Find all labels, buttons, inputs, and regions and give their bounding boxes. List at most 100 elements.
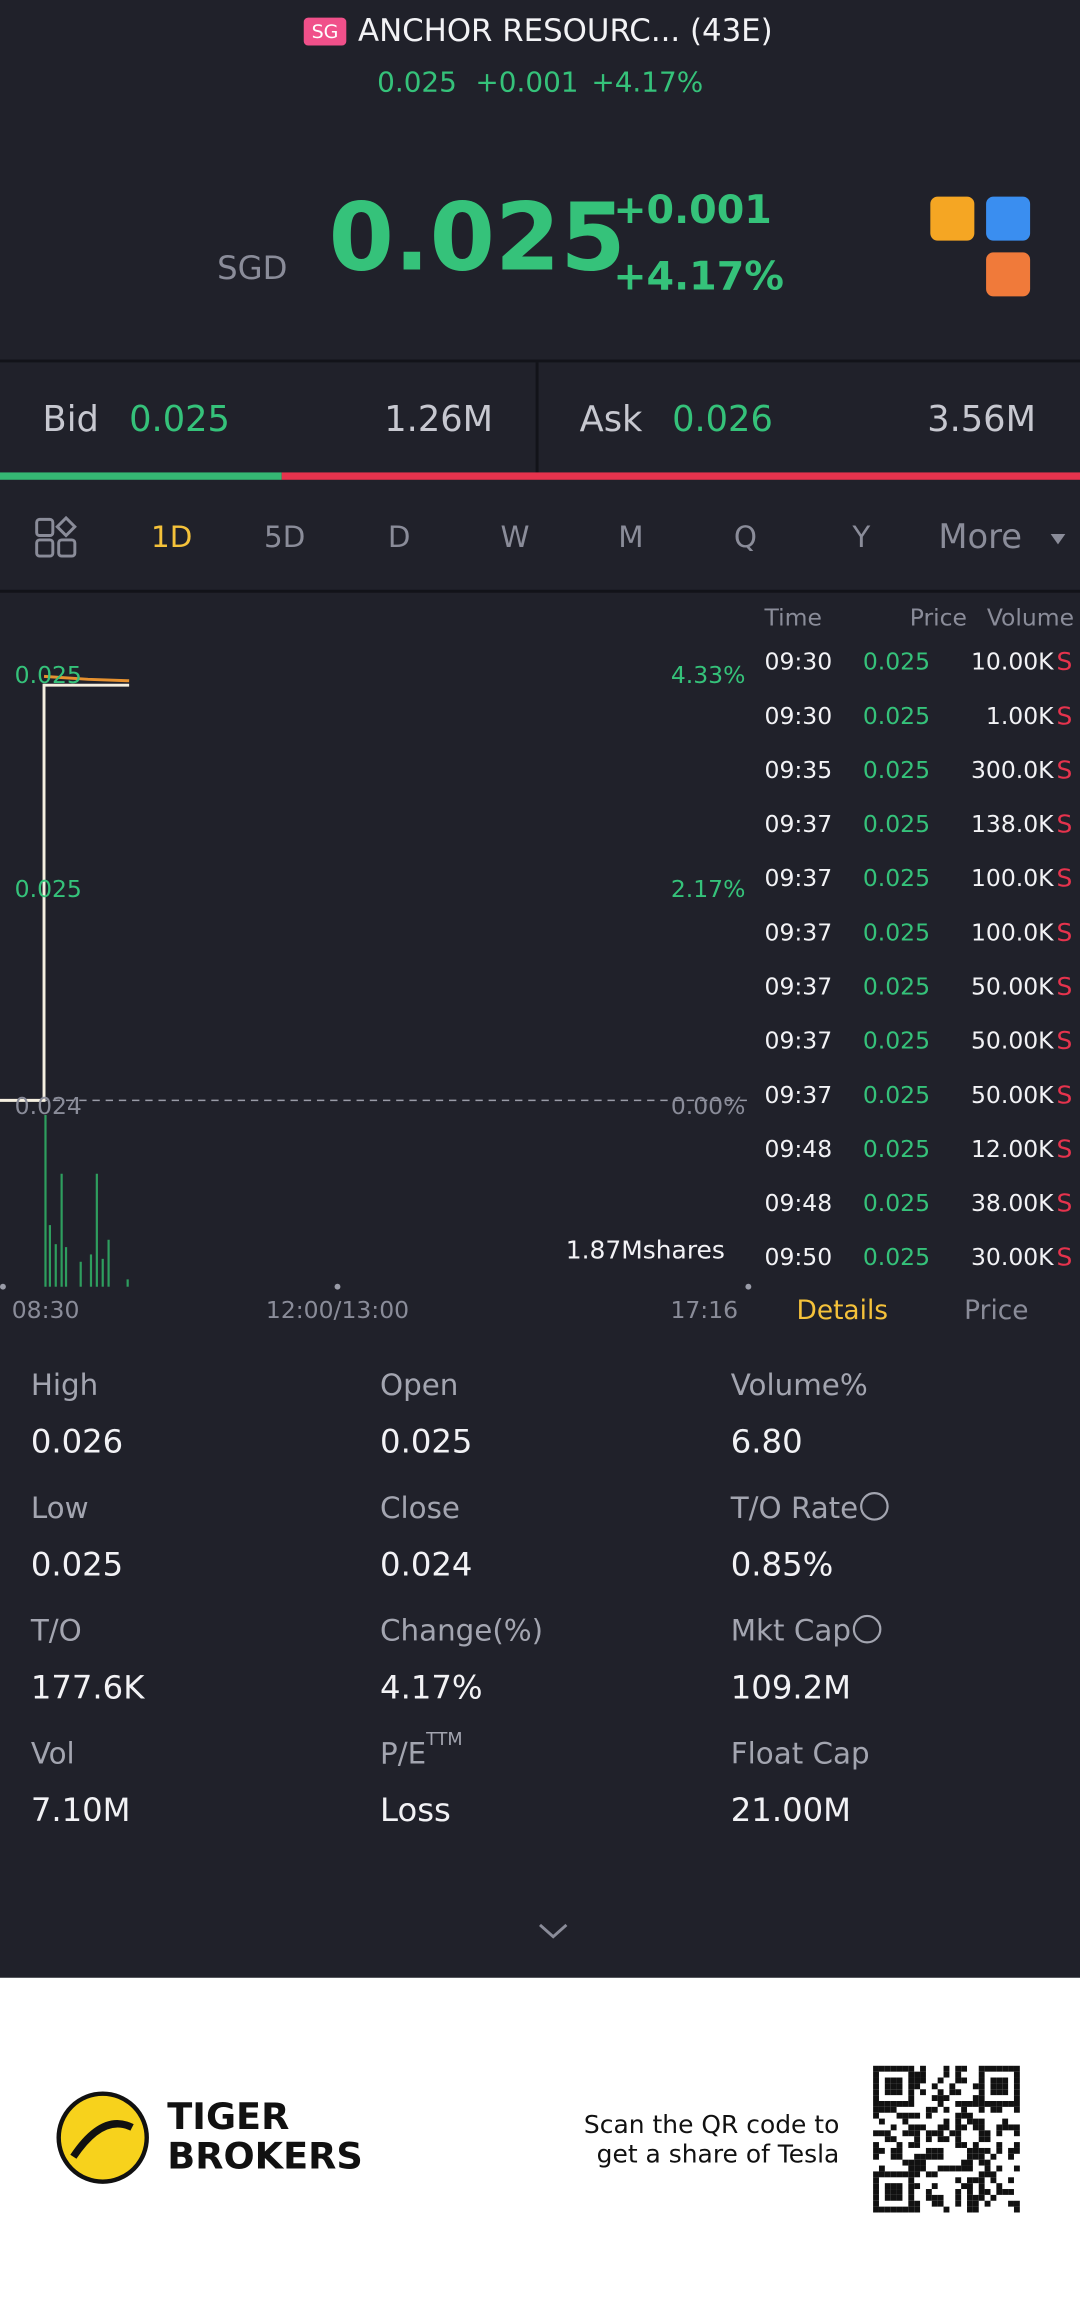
expand-arrow[interactable] (539, 1923, 568, 1939)
qr-module (984, 2065, 991, 2072)
qr-module (961, 2100, 968, 2107)
qr-module (890, 2089, 897, 2096)
trade-volume: 10.00K (971, 648, 1054, 676)
qr-module (884, 2136, 891, 2143)
detail-tab[interactable]: Price (964, 1295, 1028, 1326)
qr-module (884, 2089, 891, 2096)
qr-module (873, 2183, 879, 2190)
trade-side: S (1057, 701, 1073, 730)
qr-module (955, 2136, 962, 2143)
qr-module (937, 2124, 944, 2131)
qr-module (920, 2089, 926, 2096)
qr-module (1013, 2077, 1020, 2084)
qr-module (914, 2136, 921, 2143)
trade-side: S (1057, 1026, 1073, 1055)
qr-module (984, 2171, 991, 2178)
qr-module (967, 2153, 973, 2160)
period-tab[interactable]: W (501, 520, 530, 554)
flash-icon[interactable] (986, 196, 1031, 241)
qr-module (896, 2112, 903, 2119)
trade-volume: 50.00K (971, 972, 1054, 1000)
period-tab[interactable]: 1D (151, 520, 192, 554)
stat-value: 0.025 (380, 1423, 472, 1461)
qr-module (931, 2194, 938, 2201)
axis-dot (334, 1283, 341, 1290)
qr-module (931, 2171, 938, 2178)
qr-module (896, 2065, 903, 2072)
trade-time: 09:37 (765, 810, 833, 838)
qr-module (884, 2171, 891, 2178)
market-badge (303, 17, 347, 46)
qr-module (943, 2095, 950, 2101)
qr-module (955, 2189, 962, 2195)
qr-module (890, 2077, 897, 2084)
period-tab[interactable]: M (618, 520, 643, 554)
period-tab[interactable]: Q (734, 520, 757, 554)
qr-module (955, 2112, 962, 2119)
qr-module (1008, 2124, 1014, 2131)
qr-module (943, 2106, 950, 2113)
trade-volume: 100.0K (971, 864, 1054, 892)
qr-module (1013, 2100, 1020, 2107)
qr-module (1013, 2165, 1020, 2172)
qr-module (984, 2200, 991, 2207)
qr-module (873, 2147, 879, 2154)
qr-module (996, 2077, 1003, 2084)
period-tab[interactable]: D (388, 520, 411, 554)
qr-module (955, 2118, 962, 2125)
qr-module (1013, 2106, 1020, 2113)
qr-module (890, 2083, 897, 2090)
trade-volume: 12.00K (971, 1135, 1054, 1163)
qr-module (1002, 2077, 1009, 2084)
qr-module (878, 2065, 885, 2072)
qr-module (978, 2089, 985, 2096)
stat-label: Low (31, 1491, 89, 1525)
qr-module (1013, 2065, 1020, 2072)
qr-module (967, 2183, 973, 2190)
qr-module (967, 2189, 973, 2195)
grid-icon[interactable] (35, 515, 77, 558)
info-icon[interactable] (860, 1492, 889, 1521)
trade-side: S (1057, 647, 1073, 676)
stat-label: T/O (30, 1614, 82, 1648)
qr-module (884, 2083, 891, 2090)
qr-module (920, 2159, 926, 2166)
qr-module (937, 2165, 944, 2172)
qr-module (937, 2136, 944, 2143)
trade-price: 0.025 (863, 1243, 930, 1271)
qr-module (978, 2077, 985, 2084)
trade-side: S (1057, 1243, 1073, 1272)
qr-module (908, 2142, 915, 2148)
qr-module (925, 2194, 932, 2201)
price-axis-label: 0.025 (15, 661, 82, 689)
trade-volume: 38.00K (971, 1189, 1054, 1217)
badge-icon[interactable] (986, 252, 1031, 297)
qr-module (978, 2130, 985, 2137)
qr-module (908, 2200, 915, 2207)
period-tab[interactable]: 5D (264, 520, 305, 554)
qr-module (908, 2171, 915, 2178)
qr-module (972, 2153, 979, 2160)
qr-module (908, 2071, 915, 2078)
qr-module (972, 2147, 979, 2154)
qr-module (925, 2153, 932, 2160)
period-tab[interactable]: Y (851, 520, 870, 554)
qr-module (914, 2130, 921, 2137)
trade-price: 0.025 (863, 1027, 930, 1055)
qr-module (955, 2142, 962, 2148)
time-axis-label: 08:30 (12, 1296, 80, 1324)
detail-tab[interactable]: Details (797, 1295, 889, 1326)
qr-module (996, 2083, 1003, 2090)
qr-module (925, 2130, 932, 2137)
qr-module (931, 2183, 938, 2190)
qr-module (890, 2100, 897, 2107)
period-tab[interactable]: More (938, 517, 1022, 556)
dollar-icon[interactable] (930, 196, 975, 241)
qr-module (873, 2177, 879, 2184)
trade-side: S (1057, 810, 1073, 839)
qr-module (955, 2100, 962, 2107)
info-icon[interactable] (852, 1614, 882, 1644)
qr-module (984, 2159, 991, 2166)
trade-side: S (1057, 1189, 1073, 1218)
stat-value: 0.026 (31, 1423, 123, 1461)
